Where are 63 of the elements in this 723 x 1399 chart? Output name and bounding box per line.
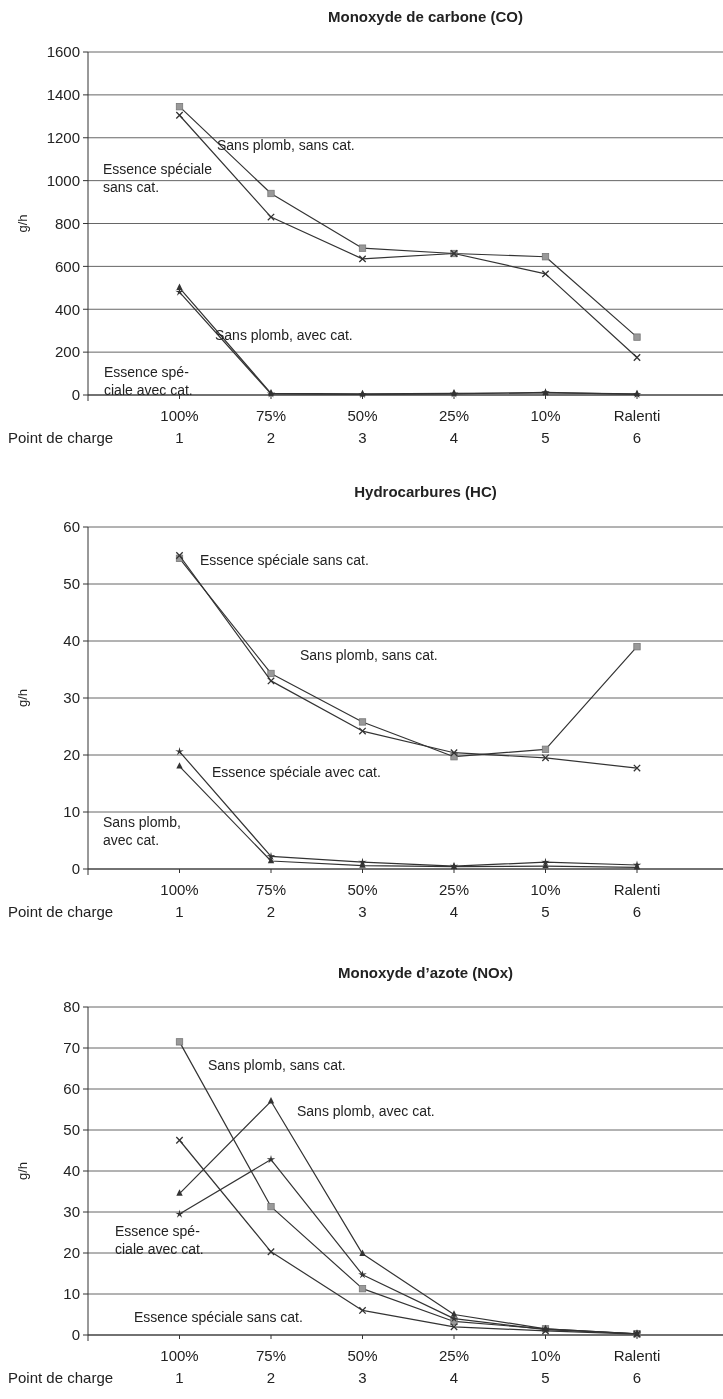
y-tick-label: 60 (63, 518, 80, 536)
y-tick-label: 30 (63, 689, 80, 707)
series-label: Essence spéciale sans cat. (200, 552, 369, 568)
x-tick-label: Ralenti 6 (613, 407, 661, 446)
y-tick-label: 40 (63, 632, 80, 650)
text: Sans plomb, avec cat. (103, 814, 181, 848)
series-label: Essence spéciale avec cat. (212, 764, 381, 780)
y-tick-label: 1400 (46, 86, 80, 104)
x-tick-label: 10% 5 (530, 881, 561, 920)
y-tick-label: 200 (54, 343, 80, 361)
x-tick-label: 10% 5 (530, 1347, 561, 1386)
x-tick-label: 25% 4 (438, 407, 470, 446)
chart-title: Hydrocarbures (HC) (354, 483, 497, 500)
y-tick-label: 20 (63, 746, 80, 764)
x-axis-title: Point de charge (8, 429, 114, 446)
x-axis-title: Point de charge (8, 903, 114, 920)
y-axis-title: g/h (15, 688, 30, 708)
x-axis-title: Point de charge (8, 1369, 114, 1386)
y-tick-label: 0 (71, 1326, 80, 1344)
series-label: Sans plomb, sans cat. (208, 1057, 346, 1073)
x-tick-label: 100% 1 (160, 407, 199, 446)
series-label: Sans plomb, avec cat. (297, 1103, 435, 1119)
x-tick-label: 100% 1 (160, 1347, 199, 1386)
x-tick-label: 100% 1 (160, 881, 199, 920)
y-tick-label: 50 (63, 1121, 80, 1139)
y-tick-label: 1000 (46, 171, 80, 189)
x-tick-label: 25% 4 (438, 1347, 470, 1386)
x-tick-label: 50% 3 (347, 881, 378, 920)
x-tick-label: 75% 2 (255, 881, 287, 920)
series-label: Essence spé- ciale avec cat. (115, 1223, 204, 1257)
x-tick-label: Ralenti 6 (613, 1347, 661, 1386)
y-tick-label: 1200 (46, 129, 80, 146)
series-label: Sans plomb, sans cat. (300, 647, 438, 663)
y-tick-label: 10 (63, 803, 80, 821)
text: Essence spé- ciale avec cat. (104, 364, 193, 398)
y-axis-title: g/h (15, 214, 30, 233)
x-tick-label: 50% 3 (347, 407, 378, 446)
chart-title: Monoxyde d’azote (NOx) (337, 964, 514, 981)
chart-title: Monoxyde de carbone (CO) (327, 8, 524, 25)
text: Essence spéciale sans cat. (134, 1309, 303, 1325)
series-label: Essence spéciale sans cat. (103, 161, 213, 195)
x-tick-label: 25% 4 (438, 881, 470, 920)
x-tick-label: 10% 5 (530, 407, 561, 446)
x-tick-label: 50% 3 (347, 1347, 378, 1386)
x-tick-label: Ralenti 6 (613, 881, 661, 920)
y-tick-label: 50 (63, 575, 80, 593)
y-tick-label: 1600 (46, 43, 80, 61)
y-tick-label: 0 (71, 386, 80, 404)
y-tick-label: 10 (63, 1285, 80, 1303)
y-tick-label: 30 (63, 1203, 80, 1221)
y-tick-label: 40 (63, 1162, 80, 1180)
y-tick-label: 20 (63, 1244, 80, 1262)
y-tick-label: 0 (71, 860, 80, 878)
y-tick-label: 70 (63, 1039, 80, 1057)
y-tick-label: 60 (63, 1080, 80, 1098)
y-tick-label: 400 (54, 300, 80, 318)
y-axis-title: g/h (15, 1161, 30, 1181)
y-tick-label: 80 (63, 998, 80, 1016)
series-label: Sans plomb, sans cat. (217, 137, 355, 153)
x-tick-label: 75% 2 (255, 1347, 287, 1386)
x-tick-label: 75% 2 (255, 407, 287, 446)
y-tick-label: 800 (54, 214, 80, 232)
y-tick-label: 600 (54, 257, 80, 275)
